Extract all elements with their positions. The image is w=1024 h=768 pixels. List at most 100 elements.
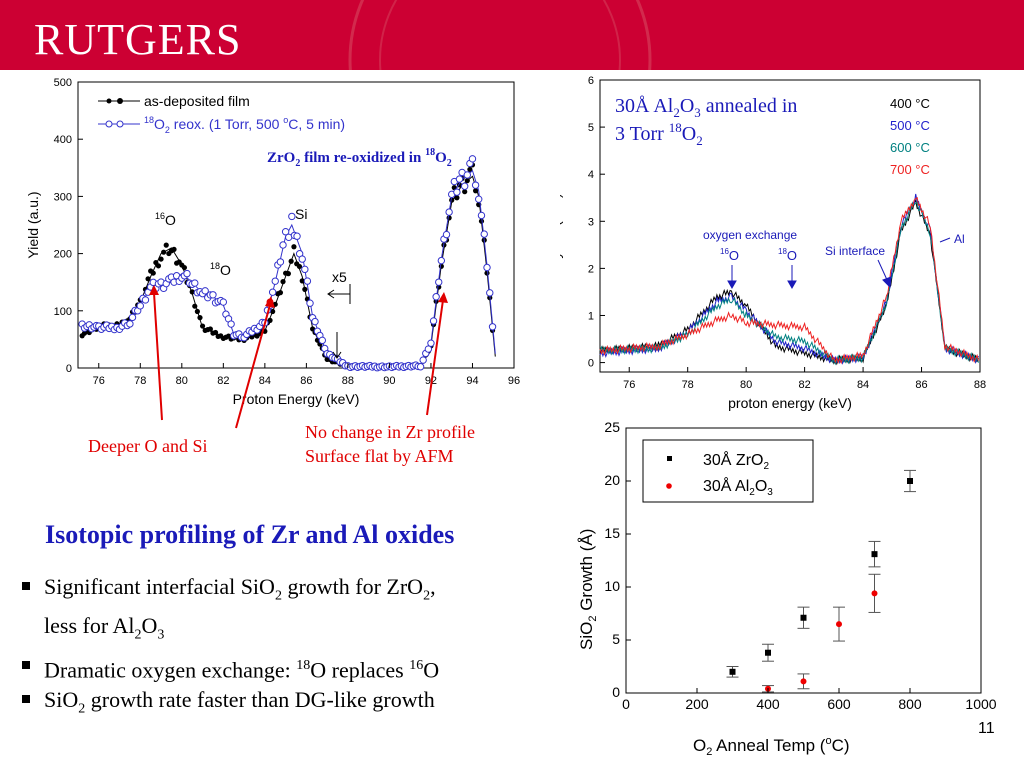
x-tick-label: 80 — [740, 379, 752, 391]
x-tick-label: 78 — [682, 379, 694, 391]
data-point-square — [907, 478, 913, 484]
x-tick-label: 400 — [756, 696, 780, 712]
data-point-black — [199, 323, 206, 329]
y-tick-label: 0 — [612, 684, 620, 700]
data-point-circle — [871, 590, 878, 597]
data-point-square — [765, 649, 771, 656]
callout-line-2: Surface flat by AFM — [305, 446, 454, 466]
data-point-blue — [453, 188, 461, 196]
x-tick-label: 1000 — [965, 696, 996, 712]
data-point-blue — [460, 182, 469, 190]
data-point-black — [158, 256, 164, 262]
x5-marker-icon — [327, 284, 351, 359]
series-line — [599, 196, 979, 365]
x-tick-label: 82 — [798, 379, 810, 391]
legend-al2o3: 30Å Al2O3 — [703, 476, 773, 498]
data-point-black — [189, 289, 195, 295]
bullet-text: less for Al — [44, 613, 135, 639]
x-tick-label: 82 — [217, 375, 229, 387]
data-point-blue — [475, 195, 483, 203]
data-point-blue — [268, 288, 277, 296]
chart2-plot-area — [599, 79, 981, 373]
bullet-text: O — [141, 613, 158, 639]
data-point-blue — [293, 232, 301, 240]
data-point-blue — [201, 287, 209, 295]
x-tick-label: 88 — [342, 375, 354, 387]
data-point-black — [472, 188, 479, 194]
x-tick-label: 88 — [974, 379, 986, 391]
data-point-black — [197, 315, 203, 321]
legend-circle-marker-icon — [666, 483, 672, 489]
y-tick-label: 25 — [604, 419, 620, 435]
legend-marker-blue — [116, 120, 124, 128]
data-point-black — [464, 178, 470, 184]
x-tick-label: 92 — [425, 375, 437, 387]
data-point-blue — [301, 265, 309, 274]
chart1-title: ZrO2 film re-oxidized in 18O2 — [267, 147, 452, 169]
x-axis-label: proton energy (keV) — [728, 395, 852, 411]
y-tick-label: 2 — [588, 263, 594, 275]
x-tick-label: 0 — [622, 696, 630, 712]
data-point-black — [277, 290, 284, 296]
annotation-arrows-icon — [727, 237, 951, 290]
bullet-text: , — [430, 574, 436, 599]
bullet-sub: 2 — [78, 701, 86, 717]
chart3-series — [726, 469, 916, 693]
data-point-black — [270, 308, 276, 315]
data-point-blue — [455, 175, 464, 183]
data-point-blue — [288, 212, 296, 221]
bullet-sub: 2 — [423, 588, 431, 604]
y-tick-label: 300 — [54, 191, 72, 203]
y-tick-label: 1 — [588, 310, 594, 322]
callout-deeper: Deeper O and Si — [88, 436, 208, 456]
data-point-black — [438, 263, 444, 269]
data-point-blue — [486, 289, 494, 297]
data-point-blue — [416, 363, 425, 371]
data-point-black — [462, 189, 468, 195]
y-tick-label: 3 — [588, 216, 594, 228]
data-point-blue — [126, 320, 134, 328]
data-point-black — [302, 286, 308, 292]
y-tick-label: 5 — [612, 631, 620, 647]
bullet-square-icon — [22, 660, 30, 669]
bullet-text: growth for ZrO — [281, 574, 424, 599]
data-point-blue — [463, 171, 471, 179]
x-tick-label: 86 — [915, 379, 927, 391]
chart-al2o3-anneal: 76 78 80 82 84 86 88 0 1 2 3 4 5 6 proton energy (keV)… — [560, 75, 986, 411]
y-tick-label: 0 — [66, 363, 72, 375]
y-tick-label: 4 — [588, 169, 594, 181]
chart-rbs-zro2: 76 78 80 82 84 86 88 90 92 94 96 0 100 200 300 400 500 Pr… — [25, 77, 520, 407]
data-point-blue — [261, 319, 269, 327]
data-point-blue — [128, 313, 137, 322]
data-point-black — [212, 329, 219, 336]
annotation-si-interface: Si interface — [825, 244, 885, 258]
data-point-black — [181, 264, 188, 271]
bullet-item: Dramatic oxygen exchange: 18O replaces 1… — [22, 651, 439, 685]
legend-400: 400 °C — [890, 96, 930, 111]
data-point-blue — [281, 228, 290, 236]
y-tick-label: 100 — [54, 306, 72, 318]
data-point-black — [291, 244, 297, 250]
legend-label-reox: 18O2 reox. (1 Torr, 500 oC, 5 min) — [144, 115, 345, 135]
data-point-black — [299, 278, 305, 284]
x-tick-label: 76 — [93, 375, 105, 387]
data-point-black — [163, 242, 169, 248]
y-tick-label: 10 — [604, 578, 620, 594]
data-point-black — [446, 215, 452, 221]
data-point-blue — [306, 299, 314, 307]
data-point-blue — [429, 317, 438, 325]
legend-zro2: 30Å ZrO2 — [703, 450, 769, 472]
data-point-blue — [279, 241, 287, 249]
bullet-item: SiO2 growth rate faster than DG-like gro… — [22, 685, 439, 724]
data-point-blue — [445, 208, 453, 216]
data-point-blue — [298, 255, 306, 263]
x-tick-label: 86 — [300, 375, 312, 387]
y-axis-label: yield (a.u.) — [560, 193, 563, 258]
data-point-blue — [191, 279, 199, 287]
data-point-black — [171, 246, 177, 252]
bullet-text: SiO — [44, 687, 79, 713]
bullet-sup: 18 — [296, 657, 311, 673]
data-point-black — [478, 218, 485, 224]
data-point-blue — [488, 323, 497, 331]
y-tick-label: 6 — [588, 75, 594, 87]
